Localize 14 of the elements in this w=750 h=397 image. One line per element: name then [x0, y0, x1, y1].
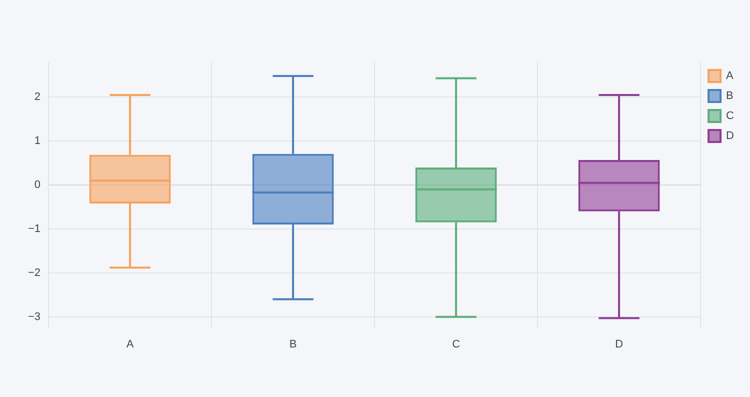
legend-label: A: [726, 70, 734, 82]
x-tick-label: C: [452, 338, 460, 350]
y-tick-label: −3: [28, 310, 41, 323]
legend-label: C: [726, 110, 734, 122]
legend-label: B: [726, 90, 734, 102]
y-tick-label: −2: [28, 266, 41, 279]
y-tick-label: 0: [34, 179, 41, 192]
y-tick-label: 1: [34, 135, 41, 148]
legend-label: D: [726, 130, 734, 142]
x-tick-label: B: [289, 338, 297, 350]
y-tick-label: 2: [34, 91, 41, 104]
y-tick-label: −1: [28, 222, 41, 235]
x-tick-label: A: [126, 338, 134, 350]
x-tick-label: D: [615, 338, 624, 350]
